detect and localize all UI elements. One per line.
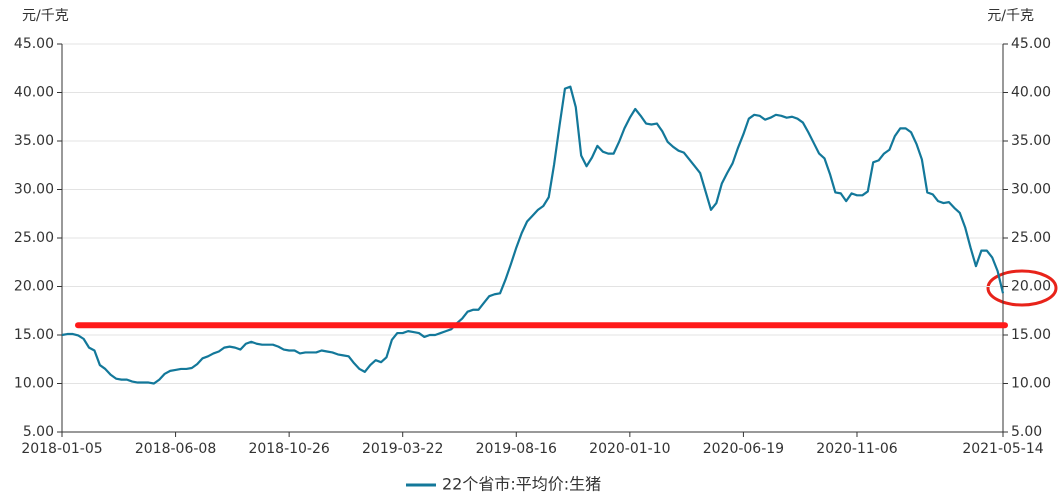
y-tick-label: 10.00 — [14, 376, 54, 392]
x-tick-label: 2018-10-26 — [248, 441, 329, 457]
y-tick-label: 35.00 — [14, 133, 54, 149]
y-tick-label: 25.00 — [14, 230, 54, 246]
x-tick-label: 2020-06-19 — [703, 441, 784, 457]
y-tick-label: 15.00 — [14, 327, 54, 343]
x-tick-label: 2020-11-06 — [816, 441, 897, 457]
y-tick-label: 30.00 — [14, 182, 54, 198]
legend-label: 22个省市:平均价:生猪 — [442, 475, 601, 494]
y-tick-label: 20.00 — [14, 279, 54, 295]
y2-tick-label: 10.00 — [1011, 376, 1051, 392]
x-tick-label: 2018-06-08 — [135, 441, 216, 457]
series-line — [61, 85, 1005, 385]
y2-tick-label: 45.00 — [1011, 36, 1051, 52]
y-tick-label: 40.00 — [14, 85, 54, 101]
y-tick-label: 5.00 — [23, 424, 54, 440]
x-tick-label: 2019-03-22 — [362, 441, 443, 457]
y-axis-label: 元/千克 — [22, 8, 69, 24]
y2-tick-label: 25.00 — [1011, 230, 1051, 246]
y2-tick-label: 30.00 — [1011, 182, 1051, 198]
x-tick-label: 2019-08-16 — [476, 441, 557, 457]
y2-tick-label: 40.00 — [1011, 85, 1051, 101]
y2-tick-label: 35.00 — [1011, 133, 1051, 149]
y-tick-label: 45.00 — [14, 36, 54, 52]
y2-axis-label: 元/千克 — [987, 8, 1034, 24]
y2-tick-label: 5.00 — [1011, 424, 1042, 440]
x-tick-label: 2018-01-05 — [21, 441, 102, 457]
y2-tick-label: 20.00 — [1011, 279, 1051, 295]
x-tick-label: 2020-01-10 — [589, 441, 670, 457]
y2-tick-label: 15.00 — [1011, 327, 1051, 343]
x-tick-label: 2021-05-14 — [962, 441, 1043, 457]
highlight-ellipse — [986, 269, 1058, 307]
